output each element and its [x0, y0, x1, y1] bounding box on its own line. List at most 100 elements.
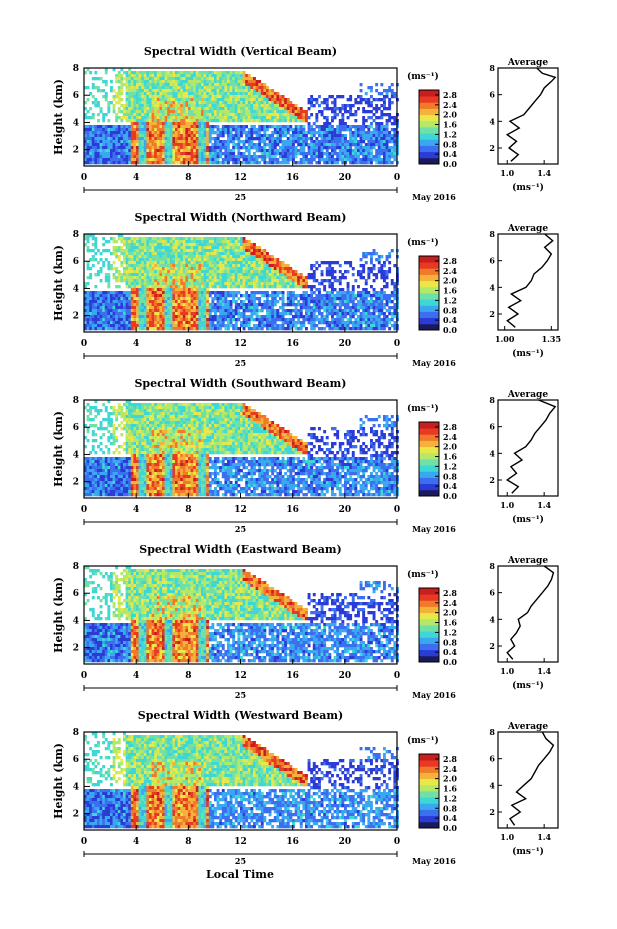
heatmap-cell: [362, 125, 366, 129]
heatmap-cell: [250, 279, 254, 283]
heatmap-cell: [177, 327, 181, 331]
heatmap-cell: [151, 291, 155, 295]
heatmap-cell: [143, 237, 147, 241]
heatmap-cell: [141, 98, 145, 102]
heatmap-cell: [258, 161, 262, 165]
heatmap-cell: [177, 80, 181, 84]
heatmap-cell: [203, 122, 207, 126]
heatmap-cell: [302, 134, 306, 138]
heatmap-cell: [211, 104, 215, 108]
heatmap-cell: [370, 122, 373, 126]
heatmap-cell: [156, 77, 160, 81]
heatmap-cell: [177, 71, 181, 75]
heatmap-cell: [286, 161, 290, 165]
heatmap-cell: [221, 249, 225, 253]
heatmap-cell: [190, 80, 194, 84]
heatmap-cell: [138, 321, 142, 325]
heatmap-cell: [260, 140, 264, 144]
heatmap-cell: [172, 125, 176, 129]
heatmap-cell: [198, 252, 202, 256]
heatmap-cell: [141, 92, 145, 96]
heatmap-cell: [169, 246, 173, 250]
heatmap-cell: [151, 255, 155, 259]
heatmap-cell: [289, 125, 293, 129]
heatmap-cell: [221, 240, 225, 244]
heatmap-cells: [84, 68, 399, 165]
heatmap-cell: [221, 273, 225, 277]
heatmap-cell: [279, 273, 282, 277]
heatmap-cell: [268, 312, 272, 316]
heatmap-cell: [229, 71, 233, 75]
heatmap-cell: [273, 95, 277, 99]
heatmap-cell: [258, 276, 262, 280]
heatmap-cell: [89, 324, 93, 328]
heatmap-cell: [115, 297, 119, 301]
heatmap-cell: [388, 98, 392, 102]
heatmap-cell: [120, 74, 124, 78]
heatmap-cell: [175, 116, 178, 120]
heatmap-cell: [107, 294, 111, 298]
heatmap-cell: [263, 273, 267, 277]
heatmap-cell: [154, 98, 158, 102]
heatmap-cell: [255, 315, 259, 319]
heatmap-cell: [302, 149, 306, 153]
heatmap-cell: [253, 104, 256, 108]
heatmap-cell: [151, 261, 155, 265]
heatmap-cell: [99, 146, 103, 150]
heatmap-cell: [263, 110, 267, 114]
heatmap-cell: [133, 261, 137, 265]
heatmap-cell: [162, 324, 165, 328]
heatmap-cell: [203, 240, 207, 244]
heatmap-cell: [169, 306, 173, 310]
heatmap-cell: [292, 107, 295, 111]
heatmap-cell: [370, 143, 373, 147]
heatmap-cell: [247, 101, 251, 105]
heatmap-cell: [195, 282, 199, 286]
heatmap-cell: [169, 140, 173, 144]
heatmap-cell: [263, 258, 267, 262]
heatmap-cell: [255, 279, 259, 283]
heatmap-cell: [331, 137, 334, 141]
heatmap-cell: [240, 243, 243, 247]
heatmap-cell: [227, 258, 230, 262]
heatmap-cell: [328, 122, 332, 126]
heatmap-cell: [253, 267, 256, 271]
heatmap-cell: [341, 128, 345, 132]
heatmap-cell: [193, 276, 197, 280]
heatmap-cell: [333, 98, 337, 102]
heatmap-cell: [130, 300, 134, 304]
heatmap-cell: [216, 252, 220, 256]
heatmap-cell: [388, 89, 392, 93]
heatmap-cell: [125, 158, 129, 162]
heatmap-cell: [268, 113, 272, 117]
heatmap-cell: [276, 261, 280, 265]
heatmap-cell: [234, 312, 238, 316]
heatmap-cell: [240, 83, 243, 87]
heatmap-cell: [94, 315, 98, 319]
heatmap-cell: [130, 101, 134, 105]
heatmap-cell: [367, 161, 371, 165]
heatmap-cell: [320, 146, 324, 150]
heatmap-cell: [229, 261, 233, 265]
heatmap-cell: [172, 240, 176, 244]
heatmap-cell: [190, 264, 194, 268]
heatmap-cell: [325, 140, 329, 144]
heatmap-cell: [351, 140, 355, 144]
heatmap-cell: [94, 128, 98, 132]
heatmap-cell: [211, 261, 215, 265]
heatmap-cell: [138, 291, 142, 295]
heatmap-cell: [242, 315, 246, 319]
heatmap-cell: [271, 276, 275, 280]
heatmap-cell: [203, 101, 207, 105]
heatmap-cell: [273, 146, 277, 150]
heatmap-cell: [167, 107, 171, 111]
heatmap-cell: [320, 137, 324, 141]
heatmap-cell: [99, 318, 103, 322]
heatmap-cell: [253, 297, 256, 301]
heatmap-cell: [258, 321, 262, 325]
heatmap-cell: [310, 134, 314, 138]
heatmap-cell: [195, 125, 199, 129]
heatmap-cell: [286, 116, 290, 120]
heatmap-cell: [99, 321, 103, 325]
heatmap-cell: [156, 288, 160, 292]
